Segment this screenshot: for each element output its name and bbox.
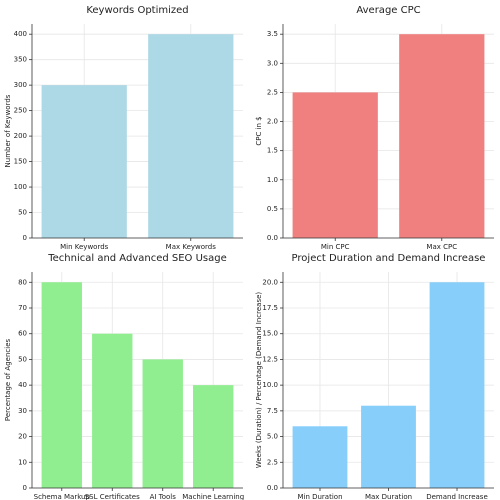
y-tick-label: 350 [14, 56, 27, 64]
x-tick-label: Schema Markup [34, 493, 91, 500]
x-tick-label: SSL Certificates [85, 493, 140, 500]
y-tick-label: 30 [18, 407, 27, 415]
x-tick-label: Max Keywords [166, 243, 217, 251]
x-tick-label: Max Duration [365, 493, 412, 500]
y-tick-label: 20.0 [262, 278, 278, 286]
bar [92, 333, 133, 488]
bar [292, 426, 348, 488]
y-tick-label: 1.0 [267, 176, 278, 184]
y-axis-label: Weeks (Duration) / Percentage (Demand In… [255, 292, 263, 469]
x-tick-label: Demand Increase [426, 493, 488, 500]
y-tick-label: 150 [14, 158, 27, 166]
y-tick-label: 5.0 [267, 433, 278, 441]
y-tick-label: 250 [14, 107, 27, 115]
chart-title: Keywords Optimized [86, 5, 188, 16]
y-tick-label: 1.5 [267, 147, 278, 155]
y-tick-label: 0.0 [267, 234, 278, 242]
y-tick-label: 20 [18, 433, 27, 441]
bar [292, 92, 378, 238]
y-axis-label: Number of Keywords [4, 94, 12, 167]
y-tick-label: 3.0 [267, 59, 278, 67]
x-tick-label: Machine Learning [182, 493, 244, 500]
x-tick-label: AI Tools [150, 493, 177, 500]
x-tick-label: Min Duration [297, 493, 342, 500]
bar [41, 282, 82, 488]
y-tick-label: 7.5 [267, 407, 278, 415]
y-tick-label: 50 [18, 355, 27, 363]
y-tick-label: 2.5 [267, 458, 278, 466]
y-tick-label: 80 [18, 278, 27, 286]
y-tick-label: 2.5 [267, 88, 278, 96]
y-tick-label: 0 [23, 234, 27, 242]
y-tick-label: 300 [14, 81, 27, 89]
y-tick-label: 10.0 [262, 381, 278, 389]
y-tick-label: 0 [23, 484, 27, 492]
chart-title: Project Duration and Demand Increase [292, 253, 486, 264]
chart-title: Average CPC [356, 5, 420, 16]
bar [361, 405, 416, 488]
y-tick-label: 0.0 [267, 484, 278, 492]
y-tick-label: 70 [18, 304, 27, 312]
x-tick-label: Max CPC [426, 243, 457, 251]
y-tick-label: 40 [18, 381, 27, 389]
x-tick-label: Min Keywords [60, 243, 109, 251]
y-tick-label: 200 [14, 132, 27, 140]
y-tick-label: 10 [18, 458, 27, 466]
y-tick-label: 17.5 [262, 304, 278, 312]
y-tick-label: 400 [14, 30, 27, 38]
y-tick-label: 15.0 [262, 330, 278, 338]
y-axis-label: Percentage of Agencies [4, 339, 12, 422]
bar [142, 359, 183, 488]
y-tick-label: 0.5 [267, 205, 278, 213]
bar [399, 34, 485, 238]
y-tick-label: 3.5 [267, 30, 278, 38]
y-axis-label: CPC in $ [255, 116, 263, 145]
y-tick-label: 100 [14, 183, 27, 191]
bar [193, 385, 234, 488]
x-tick-label: Min CPC [321, 243, 350, 251]
y-tick-label: 60 [18, 330, 27, 338]
y-tick-label: 2.0 [267, 118, 278, 126]
bar [41, 85, 127, 239]
y-tick-label: 12.5 [262, 355, 278, 363]
bar [429, 282, 485, 488]
chart-title: Technical and Advanced SEO Usage [47, 253, 227, 264]
bar [148, 34, 234, 238]
y-tick-label: 50 [18, 209, 27, 217]
